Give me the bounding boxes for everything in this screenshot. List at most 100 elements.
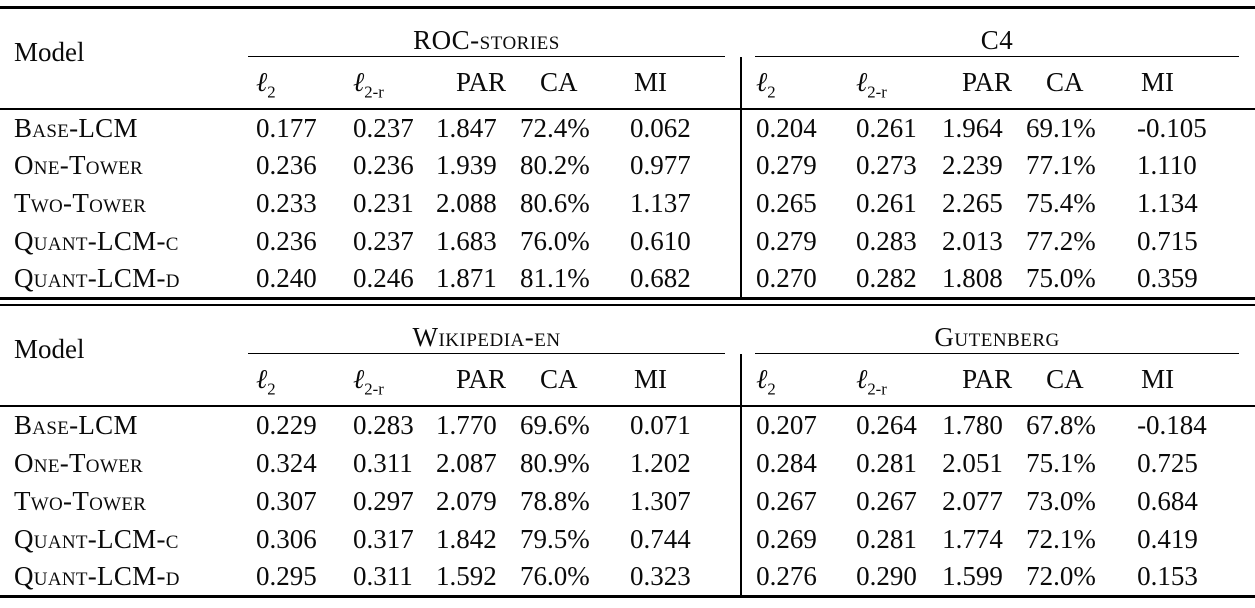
metric-value: 77.2%: [1026, 226, 1096, 256]
model-name: Quant-LCM-d: [14, 560, 180, 591]
metric-value: 2.088: [436, 188, 497, 218]
metric-value: 2.265: [942, 188, 1003, 218]
dataset-name: C4: [755, 25, 1240, 57]
column-header-ca: CA: [512, 354, 622, 407]
metric-value: 0.290: [856, 560, 917, 591]
metric-value: 0.264: [856, 410, 917, 440]
dataset-header-gutenberg: Gutenberg: [741, 305, 1255, 354]
model-name: Two-Tower: [14, 485, 147, 516]
metric-value: 0.297: [353, 485, 414, 516]
metric-value: 1.774: [942, 523, 1003, 554]
column-header-par: PAR: [428, 354, 512, 407]
metric-value: 0.684: [1137, 485, 1198, 516]
column-header-l2: ℓ2: [740, 56, 848, 110]
metric-value: 73.0%: [1026, 485, 1096, 516]
metric-value: 0.071: [630, 410, 691, 440]
metric-value: 0.359: [1137, 263, 1198, 294]
metric-value: 0.610: [630, 226, 691, 256]
dataset-header-c4: C4: [741, 8, 1255, 57]
metric-value: 2.051: [942, 447, 1003, 478]
metric-value: 0.276: [740, 558, 849, 596]
metric-header-row: ℓ2 ℓ2-r PAR CA MI ℓ2 ℓ2-r PAR CA MI: [0, 354, 1255, 407]
metric-value: 72.0%: [1026, 560, 1096, 591]
metric-value: 81.1%: [520, 263, 590, 294]
metric-header-row: ℓ2 ℓ2-r PAR CA MI ℓ2 ℓ2-r PAR CA MI: [0, 56, 1255, 110]
metric-value: 0.270: [740, 260, 848, 299]
column-header-l2: ℓ2: [248, 354, 345, 407]
model-name: One-Tower: [14, 447, 143, 478]
metric-value: 1.307: [630, 485, 691, 516]
metric-value: 2.079: [436, 485, 497, 516]
model-name: Base-LCM: [14, 112, 138, 143]
metric-value: 0.267: [740, 482, 849, 520]
metric-value: 0.715: [1137, 226, 1198, 256]
metric-value: 1.871: [436, 263, 497, 294]
metric-value: 80.9%: [520, 447, 590, 478]
metric-value: 0.153: [1137, 560, 1198, 591]
metric-value: 80.2%: [520, 150, 590, 180]
metric-value: 1.964: [942, 112, 1003, 143]
metric-value: 0.725: [1137, 447, 1198, 478]
table-row: Two-Tower 0.307 0.297 2.079 78.8% 1.307 …: [0, 482, 1255, 520]
table-row: One-Tower 0.324 0.311 2.087 80.9% 1.202 …: [0, 444, 1255, 482]
metric-value: 0.236: [256, 226, 317, 256]
metric-value: 1.780: [942, 410, 1003, 440]
metric-value: 1.137: [630, 188, 691, 218]
l2-symbol: ℓ: [256, 66, 268, 97]
l2r-symbol: ℓ: [856, 364, 868, 394]
metric-value: 0.419: [1137, 523, 1198, 554]
column-header-par: PAR: [428, 56, 512, 110]
metric-value: 0.282: [856, 263, 917, 294]
table-row: Quant-LCM-c 0.306 0.317 1.842 79.5% 0.74…: [0, 520, 1255, 558]
metric-value: 2.013: [942, 226, 1003, 256]
table-row: Quant-LCM-d 0.295 0.311 1.592 76.0% 0.32…: [0, 558, 1255, 596]
dataset-name: Gutenberg: [755, 322, 1240, 354]
metric-value: 0.269: [740, 520, 849, 558]
l2-symbol: ℓ: [756, 66, 768, 97]
metric-value: 1.770: [436, 410, 497, 440]
metric-value: 0.207: [740, 406, 849, 444]
metric-value: 1.842: [436, 523, 497, 554]
metric-value: 0.062: [630, 112, 691, 143]
metric-value: 1.847: [436, 112, 497, 143]
metric-value: 0.307: [256, 485, 317, 516]
metric-value: 0.177: [256, 112, 317, 143]
metric-value: 0.283: [353, 410, 414, 440]
l2r-symbol: ℓ: [353, 66, 365, 97]
metric-value: 0.295: [256, 560, 317, 591]
metric-value: 0.317: [353, 523, 414, 554]
metric-value: 0.744: [630, 523, 691, 554]
metric-value: 0.233: [256, 188, 317, 218]
column-header-l2r: ℓ2-r: [345, 354, 428, 407]
model-name: Quant-LCM-d: [14, 263, 180, 294]
metric-value: 1.110: [1137, 150, 1197, 180]
column-header-l2: ℓ2: [740, 354, 849, 407]
metric-value: 0.236: [353, 150, 414, 180]
table-row: Base-LCM 0.229 0.283 1.770 69.6% 0.071 0…: [0, 406, 1255, 444]
metric-value: 1.592: [436, 560, 497, 591]
model-name: Quant-LCM-c: [14, 523, 179, 554]
metric-value: 1.134: [1137, 188, 1198, 218]
metric-value: -0.184: [1137, 410, 1207, 440]
column-header-l2r: ℓ2-r: [848, 354, 935, 407]
column-header-mi: MI: [622, 56, 741, 110]
table-row: Quant-LCM-d 0.240 0.246 1.871 81.1% 0.68…: [0, 260, 1255, 299]
metric-value: -0.105: [1137, 112, 1207, 143]
column-header-ca: CA: [512, 56, 622, 110]
metric-value: 75.4%: [1026, 188, 1096, 218]
metric-value: 77.1%: [1026, 150, 1096, 180]
dataset-header-row: Model Wikipedia-en Gutenberg: [0, 305, 1255, 407]
metric-value: 0.311: [353, 560, 413, 591]
metric-value: 0.279: [740, 146, 848, 185]
dataset-header-wikipedia-en: Wikipedia-en: [248, 305, 741, 354]
metric-value: 1.939: [436, 150, 497, 180]
results-table-roc-c4: Model ROC-stories C4 ℓ2 ℓ2-r PAR CA MI ℓ…: [0, 6, 1255, 300]
dataset-name: ROC-stories: [248, 25, 725, 57]
column-header-par: PAR: [934, 354, 1019, 407]
metric-value: 75.1%: [1026, 447, 1096, 478]
l2r-symbol: ℓ: [856, 66, 868, 97]
dataset-header-row: Model ROC-stories C4: [0, 7, 1255, 110]
l2-symbol: ℓ: [256, 364, 268, 394]
table-row: One-Tower 0.236 0.236 1.939 80.2% 0.977 …: [0, 146, 1255, 185]
